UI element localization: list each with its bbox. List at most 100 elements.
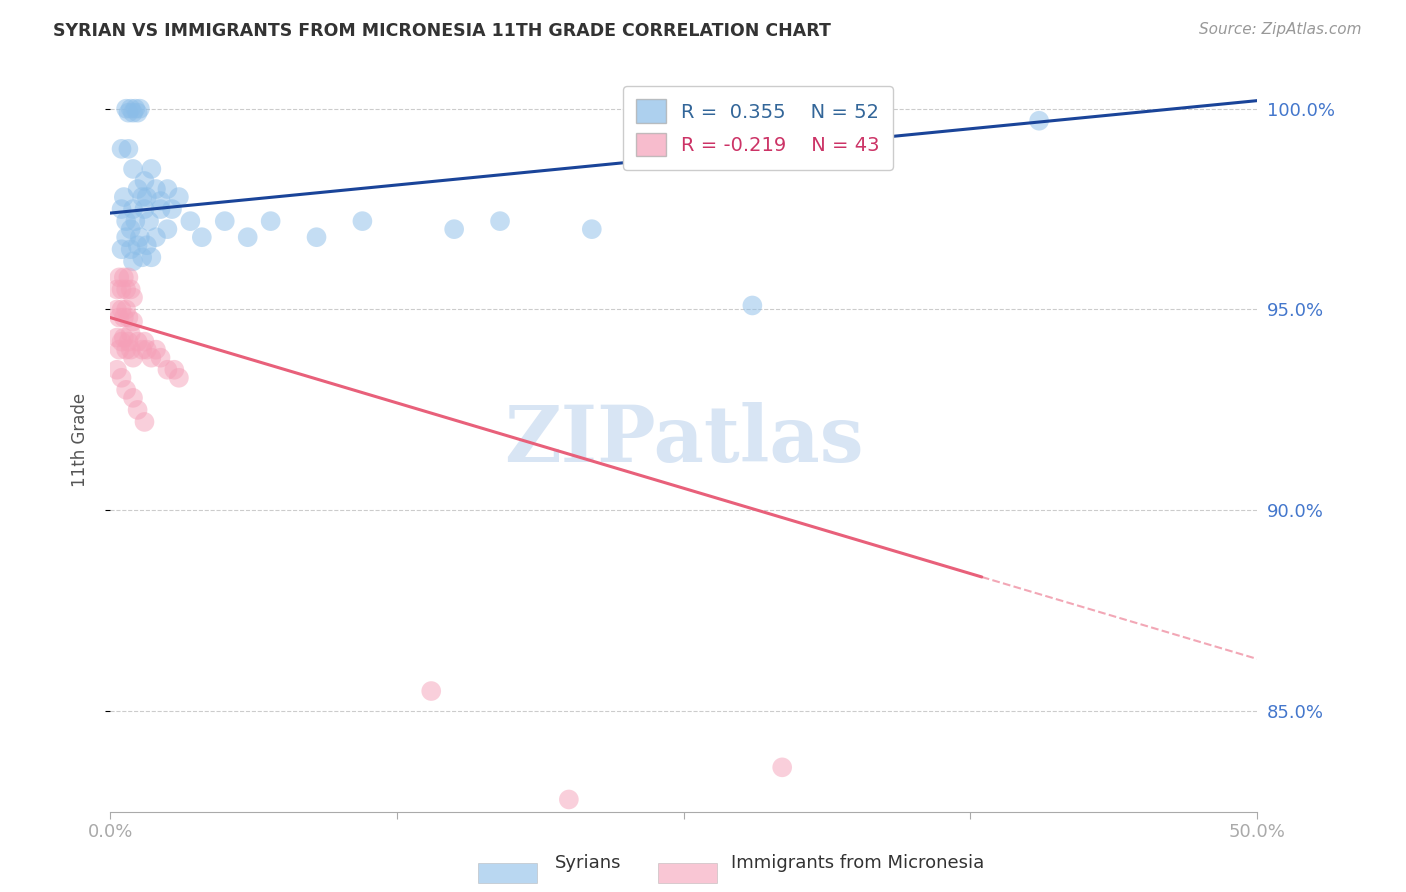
Point (128, 102, 150, 116)
Point (110, 242, 132, 256)
Point (770, 760, 793, 774)
Text: SYRIAN VS IMMIGRANTS FROM MICRONESIA 11TH GRADE CORRELATION CHART: SYRIAN VS IMMIGRANTS FROM MICRONESIA 11T… (53, 22, 831, 40)
Point (108, 270, 131, 285)
Point (105, 362, 128, 376)
Point (141, 351, 163, 365)
Point (120, 326, 142, 341)
Point (305, 230, 328, 244)
Point (105, 302, 128, 317)
Point (135, 238, 157, 252)
Point (259, 214, 281, 228)
Point (160, 202, 183, 216)
Point (135, 343, 157, 357)
Point (135, 190, 157, 204)
Point (141, 161, 163, 176)
Point (120, 242, 142, 256)
Legend: R =  0.355    N = 52, R = -0.219    N = 43: R = 0.355 N = 52, R = -0.219 N = 43 (623, 86, 893, 170)
Point (120, 282, 142, 296)
Point (149, 351, 172, 365)
Point (110, 202, 132, 216)
Point (108, 310, 131, 325)
Point (122, 314, 145, 328)
Point (115, 343, 138, 357)
Point (156, 362, 179, 376)
Point (558, 792, 581, 806)
Point (443, 222, 465, 236)
Point (167, 190, 190, 204)
Point (141, 250, 163, 264)
Point (156, 222, 179, 236)
Point (115, 282, 138, 296)
Point (420, 684, 443, 698)
Text: Immigrants from Micronesia: Immigrants from Micronesia (731, 855, 984, 872)
Point (167, 371, 190, 385)
Point (124, 214, 146, 228)
Point (115, 302, 138, 317)
Point (117, 310, 139, 325)
Point (122, 391, 145, 405)
Point (489, 214, 512, 228)
Text: Syrians: Syrians (555, 855, 621, 872)
Point (124, 102, 146, 116)
Point (131, 250, 153, 264)
Text: ZIPatlas: ZIPatlas (503, 402, 863, 478)
Point (122, 202, 145, 216)
Point (179, 214, 201, 228)
Point (122, 105, 145, 120)
Point (105, 330, 128, 344)
Point (127, 403, 149, 417)
Point (110, 334, 132, 349)
Point (115, 102, 138, 116)
Point (105, 282, 128, 296)
Point (163, 362, 186, 376)
Point (115, 230, 138, 244)
Point (131, 343, 153, 357)
Point (156, 182, 179, 196)
Point (191, 230, 214, 244)
Point (741, 298, 763, 312)
Point (134, 334, 156, 349)
Point (112, 330, 135, 344)
Point (112, 190, 135, 204)
Point (581, 222, 603, 236)
Point (145, 343, 167, 357)
Point (110, 142, 132, 156)
Point (127, 182, 149, 196)
Point (127, 105, 149, 120)
Point (134, 415, 156, 429)
Point (134, 174, 156, 188)
Point (120, 102, 142, 116)
Point (138, 214, 160, 228)
Y-axis label: 11th Grade: 11th Grade (72, 393, 89, 487)
Point (122, 351, 145, 365)
Point (122, 161, 145, 176)
Point (117, 142, 139, 156)
Point (149, 202, 172, 216)
Point (236, 230, 259, 244)
Point (127, 238, 149, 252)
Point (149, 194, 172, 208)
Point (108, 343, 131, 357)
Point (352, 214, 374, 228)
Text: Source: ZipAtlas.com: Source: ZipAtlas.com (1198, 22, 1361, 37)
Point (145, 230, 167, 244)
Point (1028, 113, 1050, 128)
Point (112, 310, 135, 325)
Point (145, 182, 167, 196)
Point (117, 334, 139, 349)
Point (128, 230, 150, 244)
Point (127, 334, 149, 349)
Point (110, 282, 132, 296)
Point (110, 302, 132, 317)
Point (115, 383, 138, 397)
Point (131, 190, 153, 204)
Point (112, 270, 135, 285)
Point (122, 254, 145, 268)
Point (117, 270, 139, 285)
Point (120, 222, 142, 236)
Point (115, 214, 138, 228)
Point (117, 105, 139, 120)
Point (122, 290, 145, 304)
Point (134, 202, 156, 216)
Point (110, 371, 132, 385)
